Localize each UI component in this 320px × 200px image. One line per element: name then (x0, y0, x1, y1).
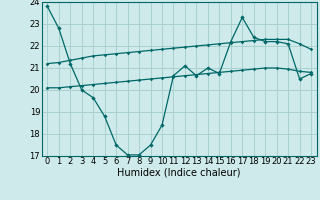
X-axis label: Humidex (Indice chaleur): Humidex (Indice chaleur) (117, 168, 241, 178)
